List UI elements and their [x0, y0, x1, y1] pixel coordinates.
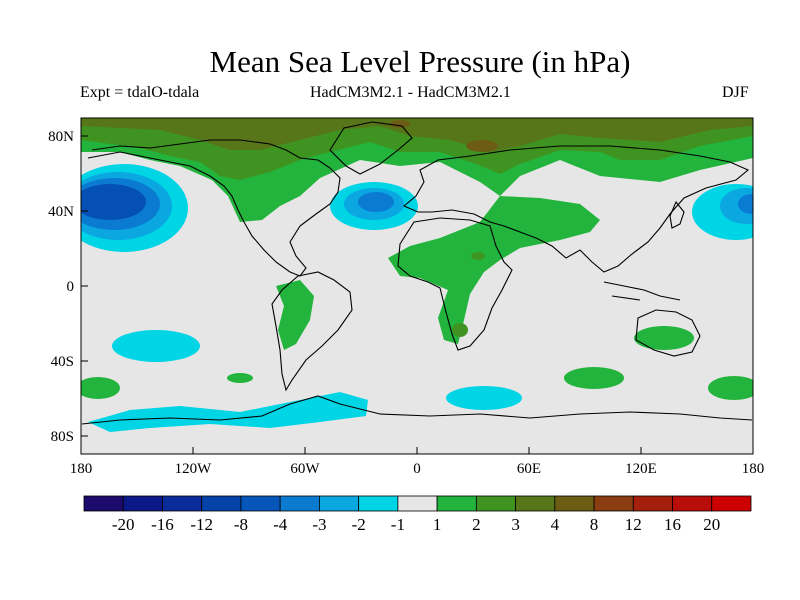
season-label: DJF: [722, 84, 749, 101]
north-pacific-blue-m4: [81, 184, 146, 220]
lon-tick-60e: 60E: [517, 461, 541, 477]
colorbar-label: 1: [433, 515, 442, 534]
east-pacific-blue-m3: [738, 194, 753, 214]
colorbar-label: 8: [590, 515, 599, 534]
colorbar-label: 12: [625, 515, 642, 534]
lon-tick-180w: 180: [70, 461, 93, 477]
colorbar-label: 3: [511, 515, 520, 534]
colorbar-label: -16: [151, 515, 174, 534]
coastlines: [81, 121, 753, 425]
lon-tick-180e: 180: [742, 461, 765, 477]
indian-ocean-green: [564, 367, 624, 389]
colorbar-label: -3: [312, 515, 326, 534]
lon-axis: 180 120W 60W 0 60E 120E 180: [70, 447, 765, 477]
colorbar-label: 4: [551, 515, 560, 534]
south-pacific-green-west: [81, 377, 120, 399]
lat-tick-40n: 40N: [48, 204, 74, 220]
colorbar-swatch: [279, 495, 320, 512]
south-pacific-cyan: [112, 330, 200, 362]
lon-tick-120w: 120W: [175, 461, 213, 477]
models-label: HadCM3M2.1 - HadCM3M2.1: [310, 84, 511, 101]
colorbar-label: 2: [472, 515, 481, 534]
lat-tick-80n: 80N: [48, 129, 74, 145]
africa-coast: [397, 217, 513, 351]
colorbar-label: -20: [112, 515, 135, 534]
south-america-green-region: [276, 280, 314, 350]
chart-title: Mean Sea Level Pressure (in hPa): [209, 44, 631, 79]
lat-tick-80s: 80S: [51, 429, 74, 445]
map-field: [81, 118, 753, 454]
colorbar-swatch: [632, 495, 673, 512]
japan-coast: [669, 200, 685, 229]
lon-tick-0: 0: [413, 461, 421, 477]
lon-tick-60w: 60W: [290, 461, 320, 477]
colorbar-label: -1: [391, 515, 405, 534]
colorbar-swatch: [162, 495, 203, 512]
colorbar: -20 -16 -12 -8 -4 -3 -2 -1 1 2 3 4 8 12 16 20: [83, 495, 752, 534]
greenland-coast: [329, 121, 413, 175]
south-america-coast: [271, 271, 353, 392]
lat-axis: 80N 40N 0 40S 80S: [48, 129, 88, 445]
arctic-olive-band: [81, 118, 753, 152]
south-atlantic-cyan: [446, 386, 522, 410]
colorbar-swatch: [201, 495, 242, 512]
south-africa-green-2: [452, 323, 468, 337]
colorbar-label: 16: [664, 515, 681, 534]
colorbar-swatch: [475, 495, 516, 512]
colorbar-swatch: [554, 495, 595, 512]
colorbar-label: 20: [703, 515, 720, 534]
colorbar-swatch: [436, 495, 477, 512]
colorbar-swatch: [122, 495, 163, 512]
colorbar-label: -12: [190, 515, 213, 534]
arctic-brown-spot-2: [390, 120, 410, 128]
colorbar-label: -4: [273, 515, 288, 534]
africa-green-region: [388, 196, 600, 344]
colorbar-swatch: [319, 495, 360, 512]
colorbar-swatch: [593, 495, 634, 512]
experiment-label: Expt = tdalO-tdala: [80, 84, 200, 101]
lon-tick-120e: 120E: [625, 461, 657, 477]
colorbar-label: -2: [352, 515, 366, 534]
lat-tick-40s: 40S: [51, 354, 74, 370]
arctic-brown-spot-1: [466, 140, 498, 152]
colorbar-swatch: [397, 495, 438, 512]
south-atlantic-green: [227, 373, 253, 383]
south-pacific-green-east: [708, 376, 753, 400]
australia-coast: [635, 309, 701, 357]
lat-tick-0: 0: [67, 279, 75, 295]
north-atlantic-blue-m3: [358, 192, 394, 212]
eurasia-coast: [402, 145, 750, 273]
colorbar-swatch: [240, 495, 281, 512]
colorbar-swatch: [711, 495, 752, 512]
middle-east-green-2: [471, 252, 485, 260]
indonesia-coast: [603, 281, 681, 301]
colorbar-swatch: [358, 495, 399, 512]
colorbar-swatch: [672, 495, 713, 512]
colorbar-swatch: [83, 495, 124, 512]
antarctica-coast: [81, 395, 753, 425]
north-america-coast: [87, 139, 341, 277]
australia-green-region: [634, 326, 694, 350]
colorbar-label: -8: [234, 515, 248, 534]
colorbar-swatch: [515, 495, 556, 512]
